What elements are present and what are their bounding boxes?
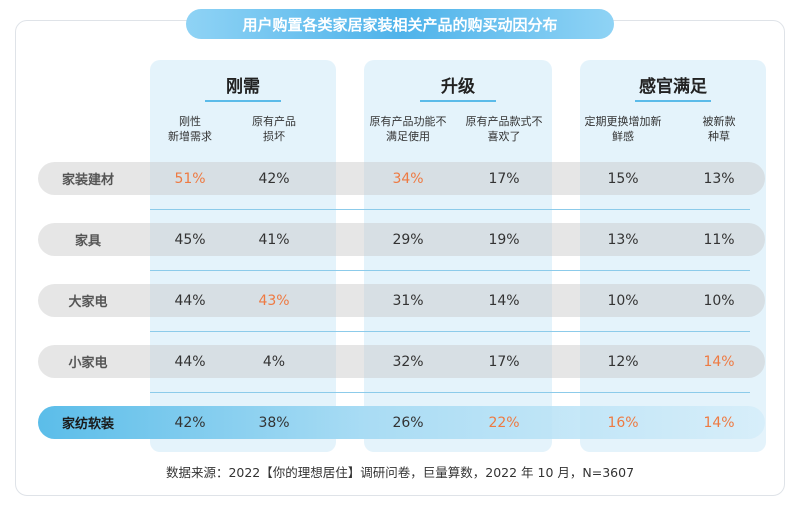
group-title-underline (205, 100, 281, 102)
data-cell: 13% (607, 231, 639, 248)
table-row (38, 284, 765, 317)
column-header-line: 原有产品功能不 (369, 115, 447, 128)
row-separator (150, 270, 750, 271)
group-title: 感官满足 (639, 77, 707, 97)
data-cell: 42% (258, 170, 290, 187)
row-label: 小家电 (68, 356, 108, 371)
column-header: 被新款 种草 (669, 114, 769, 144)
data-cell: 44% (174, 292, 206, 309)
row-label: 家具 (74, 234, 101, 249)
column-header-line: 鲜感 (612, 130, 634, 143)
column-header-line: 新增需求 (168, 130, 212, 143)
column-header: 定期更换增加新 鲜感 (573, 114, 673, 144)
column-header-line: 定期更换增加新 (584, 115, 662, 128)
column-header-line: 刚性 (179, 115, 201, 128)
data-cell: 19% (488, 231, 520, 248)
group-title: 升级 (441, 77, 475, 97)
table-row (38, 406, 765, 439)
column-header: 原有产品功能不 满足使用 (358, 114, 458, 144)
data-cell: 31% (392, 292, 424, 309)
row-label: 家装建材 (61, 173, 114, 188)
data-cell: 14% (703, 414, 735, 431)
data-cell: 13% (703, 170, 735, 187)
data-cell: 38% (258, 414, 290, 431)
group-title: 刚需 (226, 77, 260, 97)
row-label: 大家电 (68, 295, 108, 310)
table-row (38, 223, 765, 256)
column-header-line: 喜欢了 (487, 130, 521, 143)
group-column-background (150, 60, 336, 452)
data-cell: 26% (392, 414, 424, 431)
data-cell: 15% (607, 170, 639, 187)
data-cell: 16% (607, 414, 639, 431)
data-cell: 10% (607, 292, 639, 309)
column-header-line: 满足使用 (386, 130, 430, 143)
data-cell: 11% (703, 231, 735, 248)
data-cell: 17% (488, 170, 520, 187)
data-cell: 34% (392, 170, 424, 187)
column-header: 原有产品款式不 喜欢了 (454, 114, 554, 144)
data-cell: 29% (392, 231, 424, 248)
data-cell: 44% (174, 353, 206, 370)
column-header-line: 种草 (708, 130, 730, 143)
group-column-background (580, 60, 766, 452)
chart-title: 用户购置各类家居家装相关产品的购买动因分布 (186, 9, 614, 39)
group-title-underline (420, 100, 496, 102)
group-title-underline (635, 100, 711, 102)
column-header: 刚性 新增需求 (140, 114, 240, 144)
data-cell: 32% (392, 353, 424, 370)
row-label: 家纺软装 (61, 417, 114, 432)
data-cell: 14% (488, 292, 520, 309)
data-cell: 45% (174, 231, 206, 248)
column-header-line: 被新款 (702, 115, 736, 128)
data-cell: 41% (258, 231, 290, 248)
row-separator (150, 209, 750, 210)
data-cell: 14% (703, 353, 735, 370)
column-header: 原有产品 损坏 (224, 114, 324, 144)
data-cell: 4% (262, 353, 286, 370)
data-cell: 43% (258, 292, 290, 309)
data-cell: 42% (174, 414, 206, 431)
data-source-note: 数据来源：2022【你的理想居住】调研问卷，巨量算数，2022 年 10 月，N… (165, 465, 635, 480)
row-separator (150, 331, 750, 332)
column-header-line: 损坏 (263, 130, 285, 143)
column-header-line: 原有产品 (252, 115, 296, 128)
group-column-background (364, 60, 552, 452)
data-cell: 22% (488, 414, 520, 431)
column-header-line: 原有产品款式不 (465, 115, 543, 128)
data-cell: 17% (488, 353, 520, 370)
data-cell: 12% (607, 353, 639, 370)
table-row (38, 345, 765, 378)
row-separator (150, 392, 750, 393)
data-cell: 51% (174, 170, 206, 187)
table-row (38, 162, 765, 195)
data-cell: 10% (703, 292, 735, 309)
